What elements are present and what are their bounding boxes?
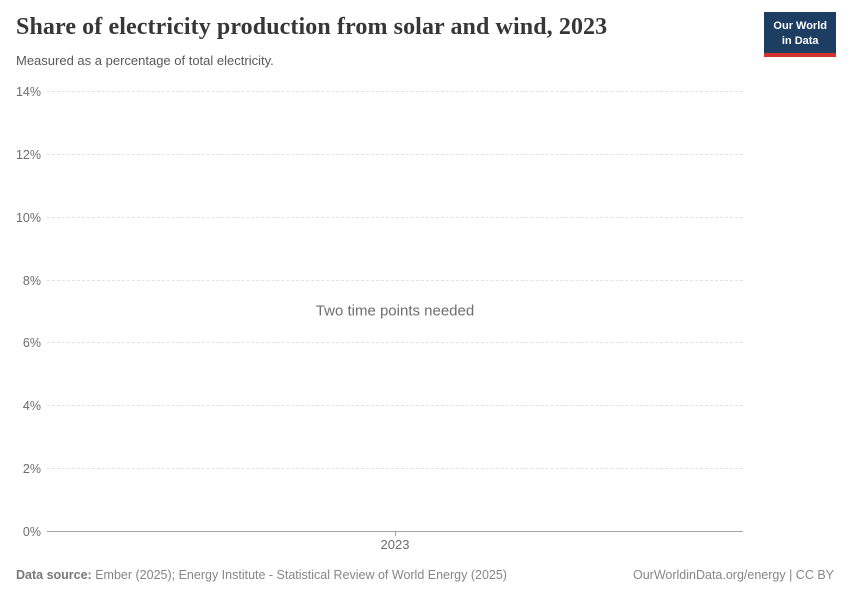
- page-title: Share of electricity production from sol…: [16, 14, 608, 40]
- y-axis-tick-label: 6%: [22, 336, 41, 351]
- x-axis-tick-label: 2023: [380, 537, 410, 552]
- gridline: 10%: [16, 211, 743, 225]
- x-axis-line: 0%: [23, 525, 743, 539]
- plot-area: Two time points needed 2023 14% 12% 10% 8% 6…: [16, 85, 743, 552]
- attribution-link[interactable]: OurWorldinData.org/energy | CC BY: [632, 568, 834, 582]
- owid-logo-line1: Our World: [773, 20, 827, 32]
- gridline: 2%: [23, 462, 743, 476]
- y-axis-tick-label: 0%: [22, 525, 41, 539]
- y-axis-tick-label: 2%: [22, 462, 41, 477]
- gridline: 6%: [23, 336, 743, 350]
- gridline: 12%: [16, 148, 743, 162]
- y-axis-tick-label: 14%: [15, 85, 41, 99]
- data-source-text: Ember (2025); Energy Institute - Statist…: [95, 568, 507, 582]
- owid-logo-line2: in Data: [781, 34, 819, 47]
- y-axis-tick-label: 8%: [22, 273, 41, 288]
- data-source-label: Data source:: [16, 568, 92, 582]
- y-axis-tick-label: 4%: [22, 399, 41, 414]
- data-source: Data source: Ember (2025); Energy Instit…: [16, 568, 507, 582]
- empty-state-message: Two time points needed: [315, 302, 475, 320]
- owid-logo: Our World in Data: [764, 12, 836, 58]
- y-axis-tick-label: 10%: [15, 210, 41, 225]
- x-axis-tick: [395, 531, 396, 536]
- gridline: 14%: [16, 85, 743, 99]
- chart-footer: Data source: Ember (2025); Energy Instit…: [16, 568, 834, 582]
- gridline: 4%: [23, 399, 743, 413]
- gridline: 8%: [23, 274, 743, 288]
- page-subtitle: Measured as a percentage of total electr…: [16, 53, 274, 68]
- y-axis-tick-label: 12%: [15, 147, 41, 162]
